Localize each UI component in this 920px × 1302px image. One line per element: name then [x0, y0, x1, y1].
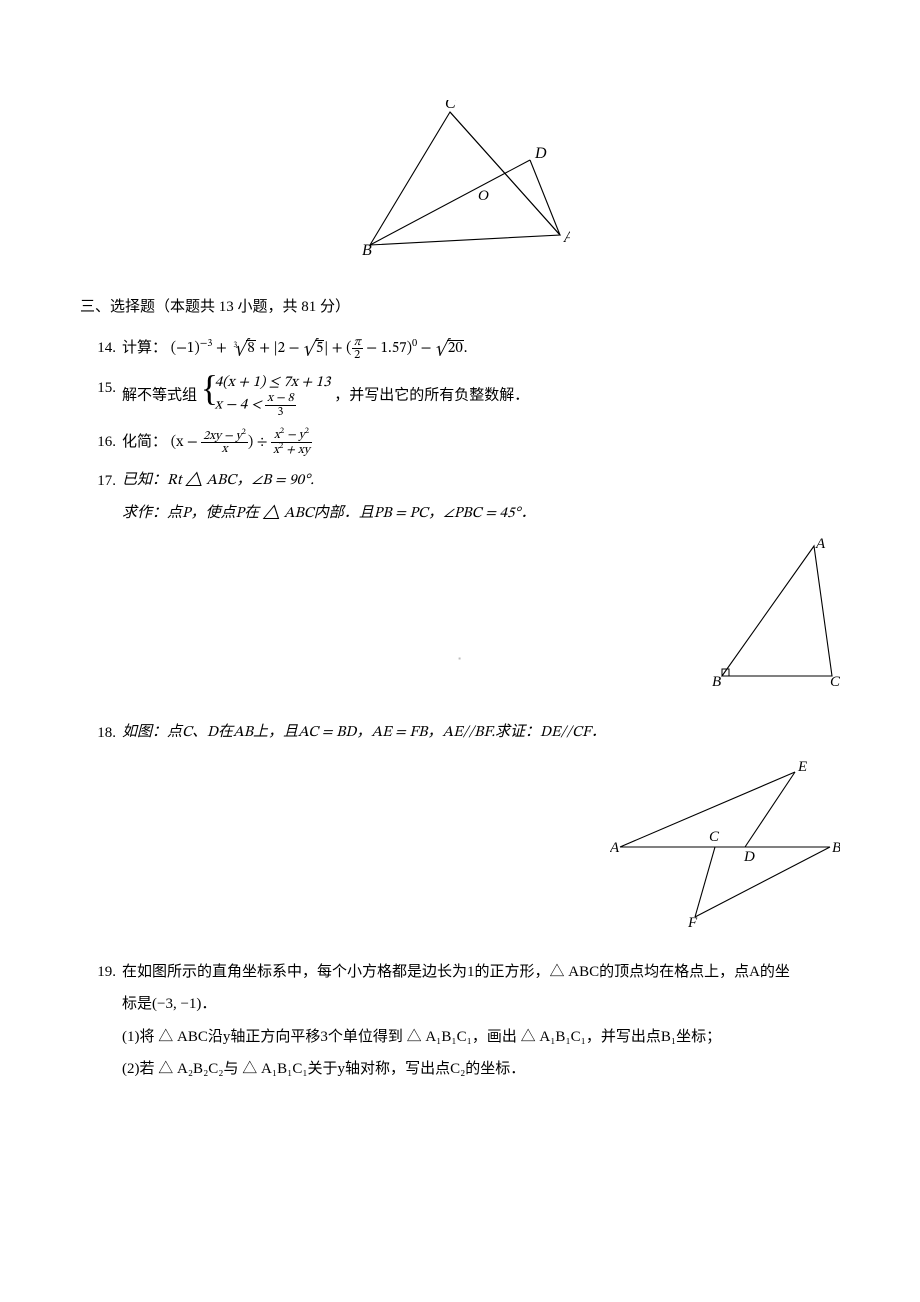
page-center-mark: ▪ — [458, 654, 462, 663]
label-D: D — [534, 145, 547, 162]
label-F: F — [687, 915, 698, 927]
problem-number: 18. — [80, 719, 122, 948]
problem-body: 计算： (−1)−3 + 38 + |2 − 5| + (π2 − 1.57)0… — [122, 334, 840, 364]
problem-body: 化简： (x − 2xy − y2x) ÷ x2 − y2x2 + xy — [122, 428, 840, 458]
problem-15: 15. 解不等式组 4(x + 1) ≤ 7x + 13 x − 4 < x −… — [80, 374, 840, 418]
problem-body: 解不等式组 4(x + 1) ≤ 7x + 13 x − 4 < x − 83 … — [122, 374, 840, 418]
sub-2-label: (2) — [122, 1061, 140, 1077]
parallel-lines-figure: A B C D E F — [610, 757, 840, 927]
right-triangle-figure: A B C — [710, 538, 840, 688]
lead-text: 化简： — [122, 434, 167, 450]
problem-number: 19. — [80, 958, 122, 1088]
problem-number: 14. — [80, 334, 122, 364]
label-B: B — [362, 242, 372, 259]
ineq-2: x − 4 < x − 83 — [215, 392, 331, 418]
figure-18: A B C D E F — [610, 757, 840, 938]
triangle-bca-figure: B A C D O — [350, 100, 570, 260]
label-B: B — [712, 674, 721, 688]
problem-17: 17. 已知：Rt △ ABC，∠B = 90°. 求作：点P，使点P在 △ A… — [80, 467, 840, 709]
problem-number: 15. — [80, 374, 122, 418]
label-A: A — [610, 840, 620, 856]
lead-text: 计算： — [122, 340, 167, 356]
problem-18: 18. 如图：点C、D在AB上，且AC = BD，AE = FB，AE//BF.… — [80, 719, 840, 948]
problem-body: 已知：Rt △ ABC，∠B = 90°. 求作：点P，使点P在 △ ABC内部… — [122, 467, 840, 709]
label-O: O — [478, 188, 489, 204]
problem-14: 14. 计算： (−1)−3 + 38 + |2 − 5| + (π2 − 1.… — [80, 334, 840, 364]
problem-body: 如图：点C、D在AB上，且AC = BD，AE = FB，AE//BF.求证：D… — [122, 719, 840, 948]
expression: (−1)−3 + 38 + |2 − 5| + (π2 − 1.57)0 − 2… — [171, 341, 468, 356]
line-1a: 在如图所示的直角坐标系中，每个小方格都是边长为1的正方形，△ ABC的顶点均在格… — [122, 964, 790, 980]
line-1: 已知：Rt △ ABC，∠B = 90°. — [122, 473, 314, 488]
problem-number: 17. — [80, 467, 122, 709]
sub-2: 若 △ A₂B₂C₂与 △ A₁B₁C₁关于y轴对称，写出点C₂的坐标． — [140, 1061, 526, 1077]
line-1b: 标是(−3, −1)． — [122, 996, 216, 1012]
expression: (x − 2xy − y2x) ÷ x2 − y2x2 + xy — [171, 435, 312, 450]
lead-text: 解不等式组 — [122, 387, 197, 403]
problem-16: 16. 化简： (x − 2xy − y2x) ÷ x2 − y2x2 + xy — [80, 428, 840, 458]
label-E: E — [797, 759, 807, 775]
tail-text: ，并写出它的所有负整数解． — [334, 387, 529, 403]
label-A: A — [815, 538, 826, 552]
line-2: 求作：点P，使点P在 △ ABC内部．且PB = PC，∠PBC = 45°． — [122, 506, 536, 521]
figure-problem-13: B A C D O — [80, 100, 840, 265]
page: B A C D O 三、选择题（本题共 13 小题，共 81 分） 14. 计算… — [0, 0, 920, 1302]
problem-body: 在如图所示的直角坐标系中，每个小方格都是边长为1的正方形，△ ABC的顶点均在格… — [122, 958, 840, 1088]
ineq-1: 4(x + 1) ≤ 7x + 13 — [215, 374, 331, 393]
inequality-system: 4(x + 1) ≤ 7x + 13 x − 4 < x − 83 — [201, 374, 331, 418]
label-C: C — [709, 829, 720, 845]
section-header: 三、选择题（本题共 13 小题，共 81 分） — [80, 295, 840, 316]
sub-1: 将 △ ABC沿y轴正方向平移3个单位得到 △ A₁B₁C₁，画出 △ A₁B₁… — [140, 1029, 722, 1045]
label-A: A — [563, 229, 570, 246]
figure-17: A B C — [710, 538, 840, 699]
problem-number: 16. — [80, 428, 122, 458]
sub-1-label: (1) — [122, 1029, 140, 1045]
line-1: 如图：点C、D在AB上，且AC = BD，AE = FB，AE//BF.求证：D… — [122, 725, 606, 740]
label-B: B — [832, 840, 840, 856]
label-C: C — [445, 100, 456, 112]
label-D: D — [743, 849, 755, 865]
problem-19: 19. 在如图所示的直角坐标系中，每个小方格都是边长为1的正方形，△ ABC的顶… — [80, 958, 840, 1088]
label-C: C — [830, 674, 840, 688]
